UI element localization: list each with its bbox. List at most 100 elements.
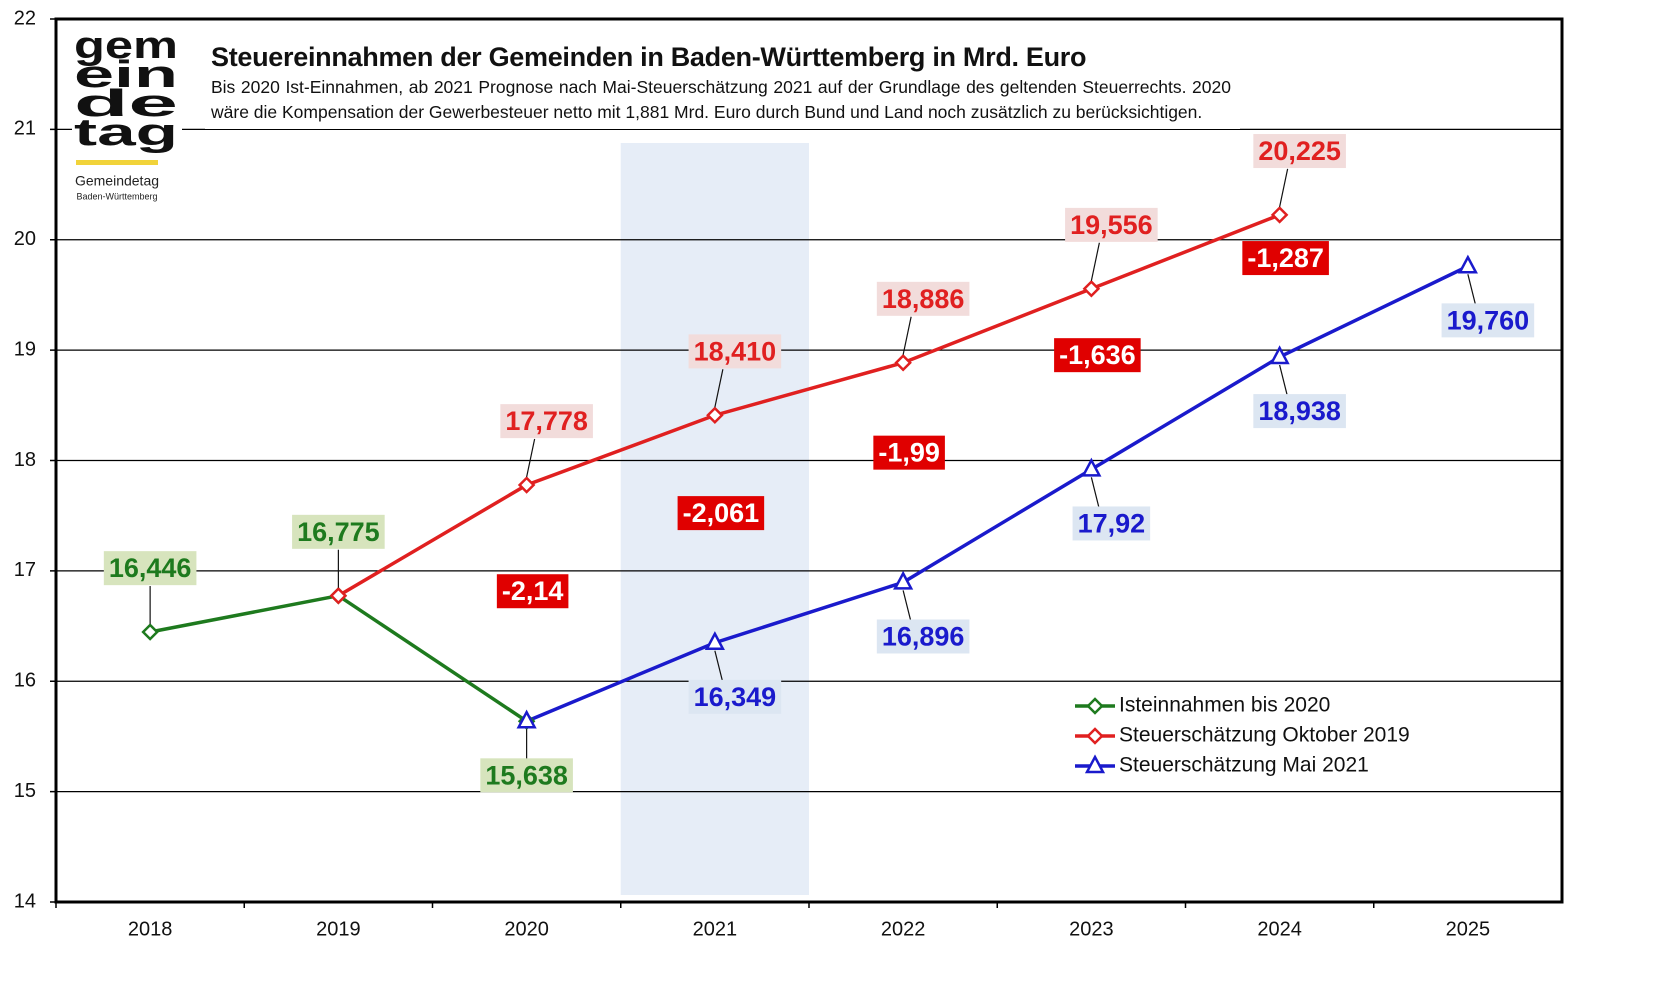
value-label: 17,92 <box>1078 508 1146 538</box>
difference-label: -2,061 <box>683 498 760 528</box>
x-tick-label: 2025 <box>1446 918 1491 940</box>
logo-bar <box>76 160 158 165</box>
marker <box>1457 254 1478 274</box>
difference-label-box <box>1242 241 1329 276</box>
value-label: 16,896 <box>882 621 965 651</box>
y-tick-label: 15 <box>14 780 36 802</box>
marker <box>894 353 912 372</box>
leader-line <box>1090 242 1100 281</box>
logo-region: Baden-Württemberg <box>76 191 157 201</box>
value-label: 18,938 <box>1258 396 1341 426</box>
value-label-box <box>1253 394 1346 429</box>
difference-label: -1,287 <box>1247 243 1324 273</box>
value-label-box <box>688 334 782 369</box>
y-tick-label: 21 <box>14 118 36 140</box>
marker <box>1086 727 1104 745</box>
value-label: 16,349 <box>694 682 777 712</box>
x-tick-label: 2022 <box>881 918 926 940</box>
marker <box>1269 345 1290 365</box>
y-tick-label: 16 <box>14 670 36 692</box>
plot: 16,446 16,775 15,638 17,778 18,410 18,886 19,5… <box>55 134 1535 908</box>
value-label-box <box>500 404 593 439</box>
leader-line <box>526 438 536 478</box>
difference-label-box <box>1054 338 1141 373</box>
value-label-box <box>480 758 573 793</box>
difference-label: -2,14 <box>502 576 564 606</box>
value-label-box <box>1253 134 1346 169</box>
marker <box>1270 206 1289 224</box>
value-label: 18,410 <box>694 336 777 366</box>
marker <box>329 586 348 605</box>
value-label: 19,760 <box>1447 305 1530 335</box>
marker <box>1082 279 1101 298</box>
value-label-box <box>1072 506 1151 541</box>
marker <box>1081 457 1102 477</box>
value-label-box <box>1065 207 1158 242</box>
logo-background <box>72 34 182 204</box>
series-line <box>525 264 1469 723</box>
value-label-box <box>688 679 782 714</box>
plot-background <box>50 18 1562 903</box>
marker <box>517 476 536 494</box>
leader-line <box>1279 168 1289 208</box>
value-label: 16,446 <box>109 553 192 583</box>
leader-line <box>902 316 912 355</box>
y-tick-label: 19 <box>14 338 36 360</box>
logo-mark: gem <box>74 25 178 67</box>
marker <box>516 709 537 729</box>
leader-line <box>714 369 724 408</box>
leader-line <box>1090 477 1100 510</box>
x-tick-label: 2020 <box>504 918 549 940</box>
logo-name: Gemeindetag <box>75 173 159 189</box>
value-label: 16,775 <box>297 517 380 547</box>
leader-line <box>1467 274 1477 307</box>
marker <box>1084 754 1106 774</box>
difference-label: -1,636 <box>1059 340 1136 370</box>
x-tick-label: 2018 <box>128 918 173 940</box>
x-tick-label: 2021 <box>693 918 738 940</box>
x-tick-label: 2019 <box>316 918 361 940</box>
value-label-box <box>876 281 970 316</box>
title-block: Steuereinnahmen der Gemeinden in Baden-W… <box>205 40 1240 129</box>
logo-mark: tag <box>74 112 178 154</box>
value-label-box <box>103 551 197 586</box>
x-tick-label: 2024 <box>1257 918 1302 940</box>
logo-mark: ein <box>74 54 178 96</box>
series-line <box>337 213 1281 598</box>
marker <box>893 570 914 590</box>
y-tick-label: 17 <box>14 559 36 581</box>
value-label: 20,225 <box>1258 136 1341 166</box>
leader-line <box>714 650 724 683</box>
chart-title: Steuereinnahmen der Gemeinden in Baden-W… <box>211 42 1087 72</box>
legend-label: Steuerschätzung Mai 2021 <box>1119 754 1369 777</box>
marker <box>704 631 725 650</box>
value-label: 19,556 <box>1070 210 1153 240</box>
legend-label: Isteinnahmen bis 2020 <box>1119 694 1330 717</box>
y-tick-label: 20 <box>14 228 36 250</box>
plot-border <box>54 17 1564 904</box>
difference-label-box <box>873 435 945 470</box>
value-label: 17,778 <box>505 406 588 436</box>
marker <box>141 623 159 641</box>
value-label-box <box>292 514 385 549</box>
leader-line <box>1279 364 1289 398</box>
logo-mark: de <box>74 83 178 125</box>
legend-label: Steuerschätzung Oktober 2019 <box>1119 724 1410 747</box>
difference-label: -1,99 <box>878 438 940 468</box>
value-label-box <box>1441 303 1535 338</box>
leader-line <box>902 590 912 623</box>
chart-subtitle: Bis 2020 Ist-Einnahmen, ab 2021 Prognose… <box>211 77 1231 122</box>
marker <box>706 406 724 425</box>
x-tick-label: 2023 <box>1069 918 1114 940</box>
marker <box>1086 697 1104 715</box>
value-label: 15,638 <box>485 760 568 790</box>
y-tick-label: 14 <box>14 890 36 912</box>
difference-label-box <box>496 574 569 609</box>
value-label-box <box>876 619 970 654</box>
y-tick-label: 18 <box>14 449 36 471</box>
value-label: 18,886 <box>882 284 965 314</box>
